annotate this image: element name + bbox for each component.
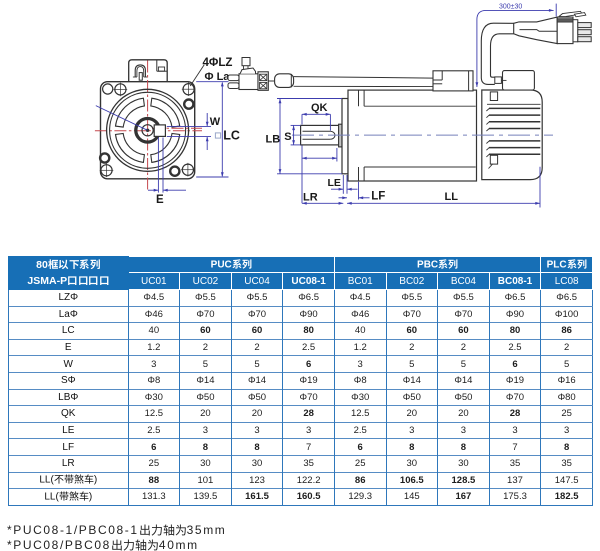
svg-text:LL: LL [445, 191, 459, 203]
svg-text:300±30: 300±30 [499, 3, 522, 10]
svg-text:LF: LF [371, 190, 385, 202]
svg-text:Φ La: Φ La [205, 71, 231, 83]
svg-text:LC: LC [223, 129, 240, 143]
svg-text:4ΦLZ: 4ΦLZ [203, 57, 233, 69]
svg-text:LR: LR [303, 192, 318, 204]
svg-text:QK: QK [311, 102, 328, 114]
svg-text:S: S [284, 131, 291, 143]
svg-text:LB: LB [266, 133, 281, 145]
svg-text:LE: LE [328, 177, 341, 189]
svg-text:E: E [156, 194, 164, 206]
svg-text:W: W [210, 116, 221, 128]
